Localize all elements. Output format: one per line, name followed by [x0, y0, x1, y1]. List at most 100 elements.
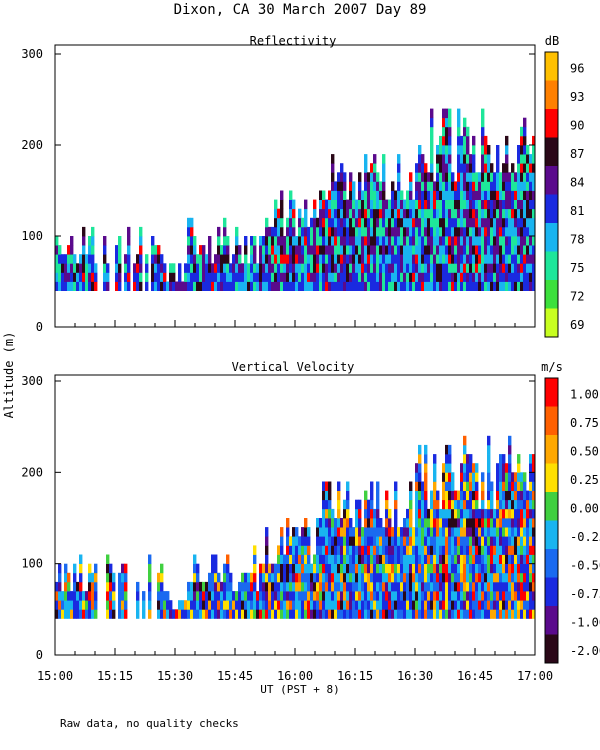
heatmap-cell [460, 545, 464, 555]
heatmap-cell [352, 563, 356, 574]
heatmap-cell [325, 600, 329, 610]
heatmap-cell [526, 172, 530, 182]
heatmap-cell [313, 272, 317, 282]
heatmap-cell [265, 245, 269, 255]
heatmap-cell [139, 245, 143, 255]
heatmap-cell [376, 245, 380, 255]
heatmap-cell [316, 536, 320, 546]
heatmap-cell [151, 236, 155, 246]
heatmap-cell [490, 254, 494, 264]
heatmap-cell [196, 591, 200, 601]
heatmap-cell [301, 245, 305, 255]
heatmap-cell [229, 572, 233, 583]
heatmap-cell [67, 609, 71, 619]
heatmap-cell [451, 281, 455, 291]
heatmap-cell [451, 563, 455, 574]
heatmap-cell [349, 591, 353, 601]
heatmap-cell [382, 154, 386, 164]
heatmap-cell [193, 254, 197, 264]
heatmap-cell [355, 518, 359, 528]
heatmap-cell [490, 591, 494, 601]
heatmap-cell [505, 600, 509, 610]
heatmap-cell [394, 563, 398, 574]
heatmap-cell [481, 472, 485, 482]
heatmap-cell [391, 226, 395, 237]
heatmap-cell [343, 508, 347, 519]
heatmap-cell [55, 609, 59, 619]
heatmap-cell [277, 281, 281, 291]
heatmap-cell [406, 263, 410, 273]
heatmap-cell [328, 581, 332, 592]
heatmap-cell [397, 281, 401, 291]
heatmap-cell [271, 263, 275, 273]
heatmap-cell [430, 591, 434, 601]
heatmap-cell [364, 600, 368, 610]
heatmap-cell [403, 536, 407, 546]
heatmap-cell [322, 226, 326, 237]
heatmap-cell [418, 254, 422, 264]
heatmap-cell [376, 208, 380, 219]
heatmap-cell [481, 508, 485, 519]
heatmap-cell [496, 481, 500, 491]
heatmap-cell [202, 591, 206, 601]
heatmap-cell [448, 154, 452, 164]
heatmap-cell [487, 236, 491, 246]
heatmap-cell [514, 272, 518, 282]
heatmap-cell [490, 499, 494, 510]
heatmap-cell [487, 444, 491, 455]
heatmap-cell [277, 591, 281, 601]
heatmap-cell [526, 600, 530, 610]
heatmap-cell [511, 281, 515, 291]
heatmap-cell [319, 245, 323, 255]
heatmap-cell [322, 236, 326, 246]
heatmap-cell [292, 572, 296, 583]
heatmap-cell [511, 208, 515, 219]
heatmap-cell [373, 245, 377, 255]
heatmap-cell [271, 272, 275, 282]
heatmap-cell [415, 472, 419, 482]
heatmap-cell [457, 490, 461, 501]
heatmap-cell [511, 572, 515, 583]
heatmap-cell [346, 272, 350, 282]
heatmap-cell [448, 591, 452, 601]
heatmap-cell [301, 545, 305, 555]
heatmap-cell [517, 245, 521, 255]
heatmap-cell [211, 263, 215, 273]
heatmap-cell [430, 508, 434, 519]
heatmap-cell [223, 572, 227, 583]
heatmap-cell [337, 481, 341, 491]
heatmap-cell [274, 245, 278, 255]
heatmap-cell [472, 499, 476, 510]
heatmap-cell [187, 236, 191, 246]
heatmap-cell [481, 145, 485, 155]
heatmap-cell [451, 609, 455, 619]
heatmap-cell [448, 208, 452, 219]
heatmap-cell [460, 581, 464, 592]
heatmap-cell [118, 600, 122, 610]
heatmap-cell [322, 609, 326, 619]
heatmap-cell [151, 245, 155, 255]
heatmap-cell [58, 563, 62, 574]
heatmap-cell [349, 536, 353, 546]
heatmap-cell [415, 508, 419, 519]
heatmap-cell [520, 163, 524, 173]
heatmap-cell [82, 281, 86, 291]
heatmap-cell [469, 281, 473, 291]
heatmap-cell [499, 536, 503, 546]
heatmap-cell [409, 245, 413, 255]
heatmap-cell [373, 263, 377, 273]
heatmap-cell [529, 163, 533, 173]
heatmap-cell [457, 236, 461, 246]
heatmap-cell [433, 208, 437, 219]
heatmap-cell [385, 245, 389, 255]
heatmap-cell [253, 254, 257, 264]
heatmap-cell [514, 226, 518, 237]
heatmap-cell [487, 272, 491, 282]
heatmap-cell [526, 281, 530, 291]
heatmap-cell [364, 581, 368, 592]
heatmap-cell [367, 591, 371, 601]
heatmap-cell [493, 609, 497, 619]
heatmap-cell [415, 226, 419, 237]
heatmap-cell [415, 554, 419, 564]
heatmap-cell [262, 609, 266, 619]
